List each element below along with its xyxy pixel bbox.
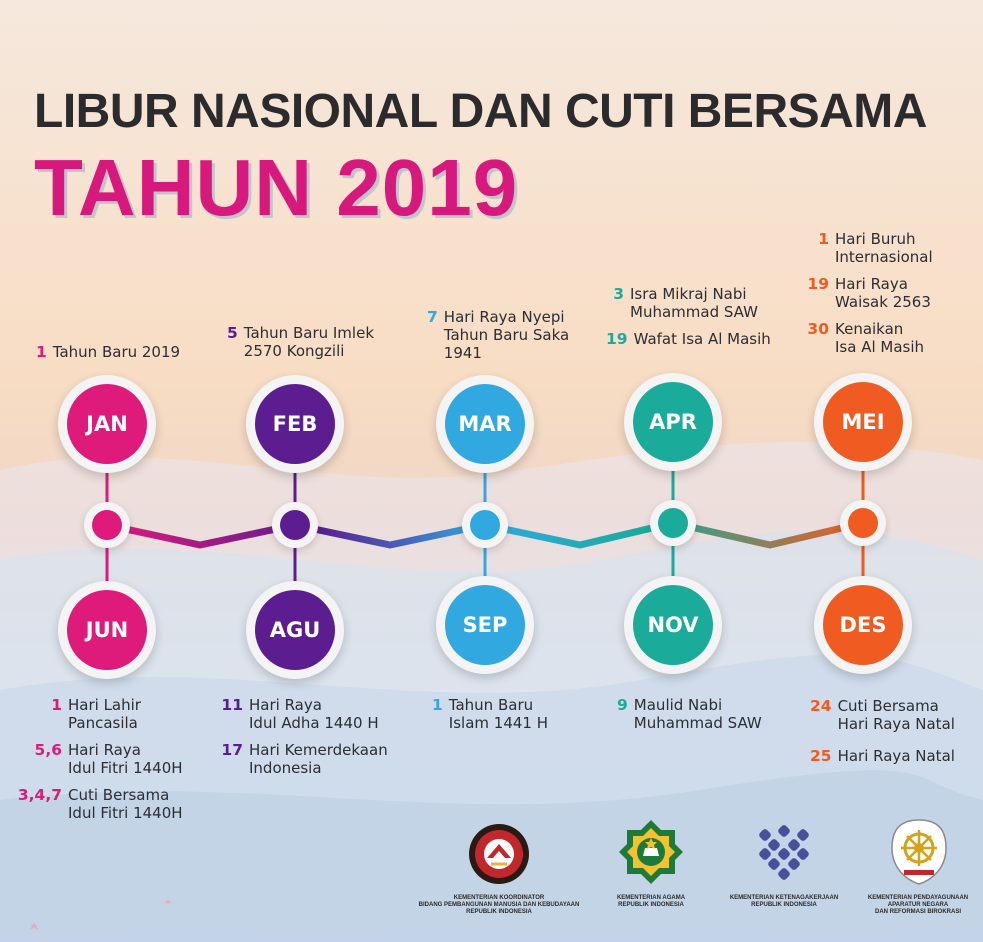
event-date: 11 (221, 696, 243, 714)
events-apr: 3 Isra Mikraj Nabi Muhammad SAW 19 Wafat Is… (606, 285, 771, 357)
event-date: 17 (221, 741, 243, 759)
event-text: Hari Raya Waisak 2563 (835, 275, 931, 311)
month-circle-feb: FEB (255, 384, 335, 464)
month-circle-jun: JUN (67, 590, 147, 670)
event-text: Tahun Baru 2019 (52, 343, 181, 361)
event-item: 7 Hari Raya Nyepi Tahun Baru Saka 1941 (427, 308, 569, 362)
month-label-des: DES (839, 613, 887, 637)
event-date: 1 (51, 696, 62, 714)
month-label-mei: MEI (841, 410, 885, 434)
events-feb: 5 Tahun Baru Imlek 2570 Kongzili (227, 324, 374, 369)
month-circle-nov: NOV (633, 585, 713, 665)
page-title: LIBUR NASIONAL DAN CUTI BERSAMA (34, 85, 927, 138)
kemenpan-rb-emblem-icon (891, 819, 947, 885)
event-item: 9 Maulid Nabi Muhammad SAW (617, 696, 762, 732)
event-date: 3 (613, 285, 624, 303)
month-label-sep: SEP (462, 613, 508, 637)
event-item: 11 Hari Raya Idul Adha 1440 H (219, 696, 388, 732)
event-text: Hari Raya Nyepi Tahun Baru Saka 1941 (443, 308, 570, 362)
event-item: 17 Hari Kemerdekaan Indonesia (219, 741, 388, 777)
month-circle-mar: MAR (445, 384, 525, 464)
event-date: 9 (617, 696, 628, 714)
event-item: 1 Hari Lahir Pancasila (16, 696, 183, 732)
event-text: Hari Raya Idul Fitri 1440H (68, 741, 183, 777)
event-date: 19 (606, 330, 628, 348)
event-text: Hari Kemerdekaan Indonesia (249, 741, 388, 777)
event-item: 24 Cuti Bersama Hari Raya Natal (810, 697, 955, 733)
event-item: 3,4,7 Cuti Bersama Idul Fitri 1440H (16, 786, 183, 822)
month-circle-des: DES (823, 585, 903, 665)
event-item: 5 Tahun Baru Imlek 2570 Kongzili (227, 324, 374, 360)
event-text: Kenaikan Isa Al Masih (835, 320, 925, 356)
month-label-nov: NOV (647, 613, 699, 637)
month-label-apr: APR (649, 410, 697, 434)
page-subtitle-year: TAHUN 2019 (34, 143, 519, 232)
kemenko-pmk-emblem-icon (469, 824, 529, 884)
events-jun: 1 Hari Lahir Pancasila 5,6 Hari Raya Idul Fi… (16, 696, 183, 831)
event-text: Cuti Bersama Hari Raya Natal (837, 697, 955, 733)
event-text: Maulid Nabi Muhammad SAW (633, 696, 762, 732)
timeline-node-jan-jun (92, 510, 122, 540)
event-text: Tahun Baru Islam 1441 H (448, 696, 548, 732)
event-date: 1 (432, 696, 443, 714)
month-circle-mei: MEI (823, 382, 903, 462)
event-date: 3,4,7 (17, 786, 62, 804)
timeline-node-mei-des (848, 508, 878, 538)
month-label-agu: AGU (269, 618, 321, 642)
event-item: 5,6 Hari Raya Idul Fitri 1440H (16, 741, 183, 777)
events-jan: 1 Tahun Baru 2019 (36, 343, 180, 370)
event-date: 1 (36, 343, 47, 361)
event-item: 1 Tahun Baru Islam 1441 H (432, 696, 548, 732)
event-date: 7 (427, 308, 438, 326)
events-mei: 1 Hari Buruh Internasional 19 Hari Raya Wais… (805, 230, 933, 365)
event-item: 19 Wafat Isa Al Masih (606, 330, 771, 348)
month-label-mar: MAR (458, 412, 512, 436)
timeline-node-feb-agu (280, 510, 310, 540)
event-text: Hari Buruh Internasional (835, 230, 933, 266)
events-mar: 7 Hari Raya Nyepi Tahun Baru Saka 1941 (427, 308, 569, 371)
event-text: Wafat Isa Al Masih (633, 330, 771, 348)
event-item: 3 Isra Mikraj Nabi Muhammad SAW (606, 285, 771, 321)
month-circle-apr: APR (633, 382, 713, 462)
timeline-node-apr-nov (658, 508, 688, 538)
event-text: Hari Lahir Pancasila (68, 696, 141, 732)
event-text: Cuti Bersama Idul Fitri 1440H (68, 786, 183, 822)
event-text: Isra Mikraj Nabi Muhammad SAW (630, 285, 758, 321)
logo-caption-kemnaker: KEMENTERIAN KETENAGAKERJAAN REPUBLIK INDO… (729, 895, 839, 908)
kemnaker-emblem-icon (759, 825, 809, 880)
event-item: 30 Kenaikan Isa Al Masih (805, 320, 933, 356)
month-circle-jan: JAN (67, 384, 147, 464)
event-date: 5,6 (34, 741, 62, 759)
month-label-jan: JAN (86, 412, 128, 436)
event-text: Hari Raya Idul Adha 1440 H (249, 696, 379, 732)
events-nov: 9 Maulid Nabi Muhammad SAW (617, 696, 762, 741)
event-date: 24 (810, 697, 832, 715)
events-sep: 1 Tahun Baru Islam 1441 H (432, 696, 548, 741)
logo-caption-kemenag: KEMENTERIAN AGAMA REPUBLIK INDONESIA (616, 895, 686, 908)
logo-caption-kemenpan-rb: KEMENTERIAN PENDAYAGUNAAN APARATUR NEGARA… (867, 895, 969, 915)
timeline-node-mar-sep (470, 510, 500, 540)
kemenag-emblem-icon (619, 820, 683, 884)
event-item: 1 Tahun Baru 2019 (36, 343, 180, 361)
event-date: 5 (227, 324, 238, 342)
event-date: 30 (807, 320, 829, 338)
event-text: Tahun Baru Imlek 2570 Kongzili (243, 324, 374, 360)
event-item: 1 Hari Buruh Internasional (805, 230, 933, 266)
month-circle-agu: AGU (255, 590, 335, 670)
event-text: Hari Raya Natal (837, 747, 955, 765)
month-circle-sep: SEP (445, 585, 525, 665)
event-date: 1 (818, 230, 829, 248)
event-date: 19 (807, 275, 829, 293)
event-item: 19 Hari Raya Waisak 2563 (805, 275, 933, 311)
logo-caption-kemenko-pmk: KEMENTERIAN KOORDINATOR BIDANG PEMBANGUNA… (418, 895, 580, 915)
events-agu: 11 Hari Raya Idul Adha 1440 H 17 Hari Kemer… (219, 696, 388, 786)
event-date: 25 (810, 747, 832, 765)
events-des: 24 Cuti Bersama Hari Raya Natal 25 Hari Ray… (810, 697, 955, 774)
month-label-feb: FEB (272, 412, 318, 436)
event-item: 25 Hari Raya Natal (810, 747, 955, 765)
month-label-jun: JUN (85, 618, 129, 642)
